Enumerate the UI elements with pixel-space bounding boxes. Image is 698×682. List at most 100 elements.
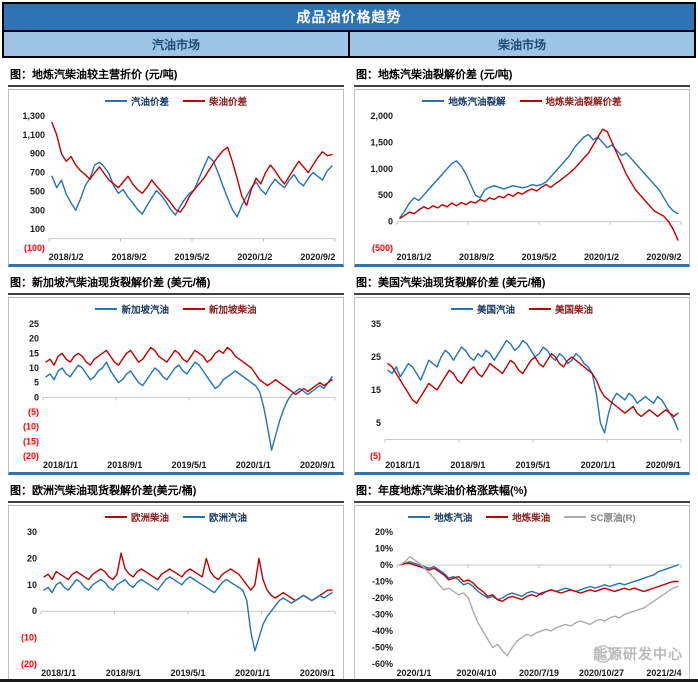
market-header-row: 汽油市场 柴油市场 xyxy=(4,30,694,56)
chart-canvas: 1,300 1,100 900 700 500 300 100 (100) 2018/1/2 20… xyxy=(22,111,336,262)
svg-text:0: 0 xyxy=(388,217,393,227)
watermark-text: 能源研发中心 xyxy=(593,646,683,662)
svg-text:500: 500 xyxy=(378,190,393,200)
chart-cell-local-crack: 图：地炼汽柴油裂解价差 (元/吨) 地炼汽油裂解 地炼柴油裂解价差 2,000 1,… xyxy=(354,62,690,267)
svg-text:0%: 0% xyxy=(380,560,393,570)
svg-text:20: 20 xyxy=(27,553,37,563)
svg-text:2,000: 2,000 xyxy=(370,111,393,121)
svg-text:15: 15 xyxy=(371,385,381,395)
chart-local-crack: 地炼汽油裂解 地炼柴油裂解价差 2,000 1,500 1,000 500 0 (500) 2… xyxy=(354,89,690,267)
watermark: 能源研发中心 xyxy=(593,644,683,664)
svg-text:(500): (500) xyxy=(372,243,393,253)
svg-text:2020/9/1: 2020/9/1 xyxy=(646,460,681,470)
svg-text:25: 25 xyxy=(29,319,39,329)
svg-text:-30%: -30% xyxy=(372,610,393,620)
svg-text:2018/9/1: 2018/9/1 xyxy=(107,460,142,470)
svg-text:15: 15 xyxy=(29,348,39,358)
chart-title: 图：地炼汽柴油较主营折价 (元/吨) xyxy=(8,62,344,87)
chart-cell-singapore-crack: 图：新加坡汽柴油现货裂解价差 (美元/桶) 新加坡汽油 新加坡柴油 25 20 15 1… xyxy=(8,270,344,475)
svg-text:0: 0 xyxy=(32,606,37,616)
report-header: 成品油价格趋势 汽油市场 柴油市场 xyxy=(2,2,696,58)
svg-text:(10): (10) xyxy=(23,422,39,432)
svg-text:2018/9/1: 2018/9/1 xyxy=(450,460,485,470)
chart-title: 图：地炼汽柴油裂解价差 (元/吨) xyxy=(354,62,690,87)
svg-text:(20): (20) xyxy=(23,451,39,461)
svg-text:2018/9/2: 2018/9/2 xyxy=(459,252,494,262)
svg-text:10: 10 xyxy=(29,363,39,373)
chart-cell-us-crack: 图：美国汽柴油现货裂解价差 (美元/桶) 美国汽油 美国柴油 35 25 15 5 (5)… xyxy=(354,270,690,475)
svg-text:2018/9/2: 2018/9/2 xyxy=(112,252,147,262)
svg-text:2019/5/1: 2019/5/1 xyxy=(171,460,206,470)
svg-text:900: 900 xyxy=(30,149,45,159)
chart-us-crack: 美国汽油 美国柴油 35 25 15 5 (5) 2018/1/1 2018/9/1 2019/… xyxy=(354,297,690,475)
report-title: 成品油价格趋势 xyxy=(4,4,694,30)
chart-singapore-crack: 新加坡汽油 新加坡柴油 25 20 15 10 5 0 (5) (10) (15) (20) 2018… xyxy=(8,297,344,475)
svg-text:2020/1/2: 2020/1/2 xyxy=(237,252,272,262)
svg-text:10: 10 xyxy=(27,580,37,590)
chart-canvas: 25 20 15 10 5 0 (5) (10) (15) (20) 2018/1/1 2018/9/… xyxy=(23,319,336,470)
svg-text:-40%: -40% xyxy=(372,626,393,636)
svg-text:2019/5/1: 2019/5/1 xyxy=(515,460,550,470)
chart-title: 图：新加坡汽柴油现货裂解价差 (美元/桶) xyxy=(8,270,344,295)
svg-text:2020/7/19: 2020/7/19 xyxy=(519,668,559,678)
svg-text:2020/9/2: 2020/9/2 xyxy=(646,252,681,262)
svg-text:2018/1/2: 2018/1/2 xyxy=(49,252,84,262)
svg-text:2020/9/1: 2020/9/1 xyxy=(300,460,335,470)
chart-cell-europe-crack: 图：欧洲汽柴油现货裂解价差(美元/桶) 欧洲柴油 欧洲汽油 30 20 10 0 (10)… xyxy=(8,478,344,682)
svg-text:2020/1/2: 2020/1/2 xyxy=(584,252,619,262)
svg-text:2018/1/1: 2018/1/1 xyxy=(385,460,420,470)
svg-text:30: 30 xyxy=(27,527,37,537)
svg-text:(20): (20) xyxy=(21,659,37,669)
svg-text:2020/1/1: 2020/1/1 xyxy=(397,668,432,678)
svg-text:-60%: -60% xyxy=(372,659,393,669)
svg-text:5: 5 xyxy=(34,378,39,388)
svg-text:2020/4/10: 2020/4/10 xyxy=(456,668,496,678)
svg-text:20: 20 xyxy=(29,334,39,344)
svg-text:5: 5 xyxy=(376,418,381,428)
chart-canvas: 20% 10% 0% -10% -20% -30% -40% -50% -60% 2020/1/1… xyxy=(372,527,682,678)
svg-text:-10%: -10% xyxy=(372,577,393,587)
svg-text:2019/5/2: 2019/5/2 xyxy=(521,252,556,262)
svg-text:2018/1/2: 2018/1/2 xyxy=(397,252,432,262)
svg-text:1,300: 1,300 xyxy=(22,111,45,121)
svg-text:1,000: 1,000 xyxy=(370,164,393,174)
svg-text:(5): (5) xyxy=(370,451,381,461)
svg-text:2020/9/2: 2020/9/2 xyxy=(300,252,335,262)
svg-text:25: 25 xyxy=(371,352,381,362)
svg-text:2018/1/1: 2018/1/1 xyxy=(43,460,78,470)
svg-text:500: 500 xyxy=(30,186,45,196)
watermark-logo-icon xyxy=(594,645,612,663)
svg-text:2020/9/1: 2020/9/1 xyxy=(300,668,335,678)
svg-text:2019/5/2: 2019/5/2 xyxy=(174,252,209,262)
svg-text:1,100: 1,100 xyxy=(22,130,45,140)
svg-text:35: 35 xyxy=(371,319,381,329)
chart-canvas: 35 25 15 5 (5) 2018/1/1 2018/9/1 2019/5/1 2020/1… xyxy=(370,319,682,470)
svg-text:2018/1/1: 2018/1/1 xyxy=(41,668,76,678)
svg-text:100: 100 xyxy=(30,224,45,234)
svg-text:-20%: -20% xyxy=(372,593,393,603)
chart-cell-local-discount: 图：地炼汽柴油较主营折价 (元/吨) 汽油价差 柴油价差 1,300 1,100 90… xyxy=(8,62,344,267)
chart-canvas: 2,000 1,500 1,000 500 0 (500) 2018/1/2 2018/9/2… xyxy=(370,111,682,262)
chart-canvas: 30 20 10 0 (10) (20) 2018/1/1 2018/9/1 2019/5/1 2… xyxy=(21,527,336,678)
chart-title: 图：年度地炼汽柴油价格涨跌幅(%) xyxy=(354,478,690,503)
svg-text:20%: 20% xyxy=(375,527,393,537)
diesel-market-header: 柴油市场 xyxy=(350,32,694,56)
svg-text:2020/1/1: 2020/1/1 xyxy=(581,460,616,470)
svg-text:2019/5/1: 2019/5/1 xyxy=(170,668,205,678)
charts-grid: 图：地炼汽柴油较主营折价 (元/吨) 汽油价差 柴油价差 1,300 1,100 90… xyxy=(0,58,698,682)
svg-text:2020/1/1: 2020/1/1 xyxy=(236,460,271,470)
chart-cell-ytd-change: 图：年度地炼汽柴油价格涨跌幅(%) 地炼汽油 地炼柴油 SC原油(R) 能源研发中心… xyxy=(354,478,690,682)
svg-text:-50%: -50% xyxy=(372,643,393,653)
svg-text:(15): (15) xyxy=(23,436,39,446)
chart-local-discount: 汽油价差 柴油价差 1,300 1,100 900 700 500 300 100 (100) 2… xyxy=(8,89,344,267)
svg-text:1,500: 1,500 xyxy=(370,137,393,147)
chart-title: 图：美国汽柴油现货裂解价差 (美元/桶) xyxy=(354,270,690,295)
svg-text:2020/1/1: 2020/1/1 xyxy=(235,668,270,678)
svg-text:2021/2/4: 2021/2/4 xyxy=(646,668,681,678)
chart-ytd-change: 地炼汽油 地炼柴油 SC原油(R) 能源研发中心 20% 10% 0% -10% -20% -… xyxy=(354,505,690,682)
svg-text:700: 700 xyxy=(30,168,45,178)
svg-text:300: 300 xyxy=(30,205,45,215)
svg-text:0: 0 xyxy=(34,392,39,402)
svg-text:2018/9/1: 2018/9/1 xyxy=(106,668,141,678)
svg-text:10%: 10% xyxy=(375,544,393,554)
